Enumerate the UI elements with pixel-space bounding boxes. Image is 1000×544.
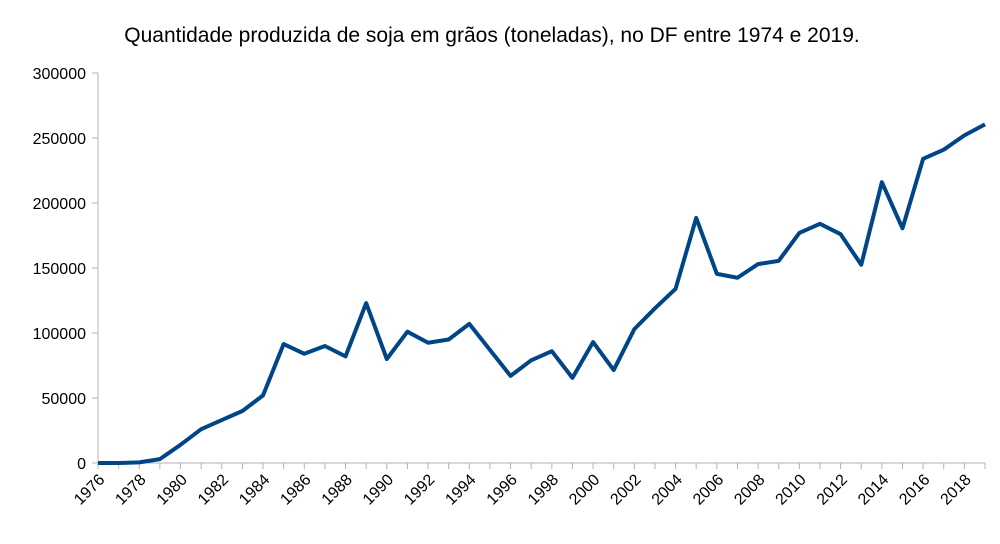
x-tick-label: 2016 (896, 471, 933, 508)
x-tick-label: 2008 (731, 471, 768, 508)
x-tick-label: 2018 (938, 471, 975, 508)
y-tick-label: 50000 (42, 391, 87, 408)
x-tick-label: 2004 (649, 471, 686, 508)
chart-title: Quantidade produzida de soja em grãos (t… (124, 24, 859, 47)
x-tick-label: 1990 (360, 471, 397, 508)
x-tick-label: 1978 (112, 471, 149, 508)
x-tick-label: 2014 (855, 471, 892, 508)
x-tick-label: 2000 (566, 471, 603, 508)
x-tick-label: 1994 (442, 471, 479, 508)
y-tick-label: 0 (77, 456, 86, 473)
line (98, 122, 986, 465)
y-tick-label: 250000 (33, 131, 86, 148)
x-tick-label: 1980 (154, 471, 191, 508)
x-tick-label: 1988 (319, 471, 356, 508)
x-tick-label: 1982 (195, 471, 232, 508)
y-tick-label: 100000 (33, 326, 86, 343)
y-tick-label: 200000 (33, 196, 86, 213)
x-tick-label: 1984 (236, 471, 273, 508)
x-tick-label: 2010 (773, 471, 810, 508)
x-tick-label: 1992 (401, 471, 438, 508)
x-tick-label: 2012 (814, 471, 851, 508)
y-tick-label: 150000 (33, 261, 86, 278)
x-tick-label: 2006 (690, 471, 727, 508)
y-tick-label: 300000 (33, 66, 86, 83)
x-tick-label: 1986 (277, 471, 314, 508)
x-tick-label: 1998 (525, 471, 562, 508)
x-tick-label: 1976 (71, 471, 108, 508)
x-tick-label: 2002 (608, 471, 645, 508)
x-tick-label: 1996 (484, 471, 521, 508)
